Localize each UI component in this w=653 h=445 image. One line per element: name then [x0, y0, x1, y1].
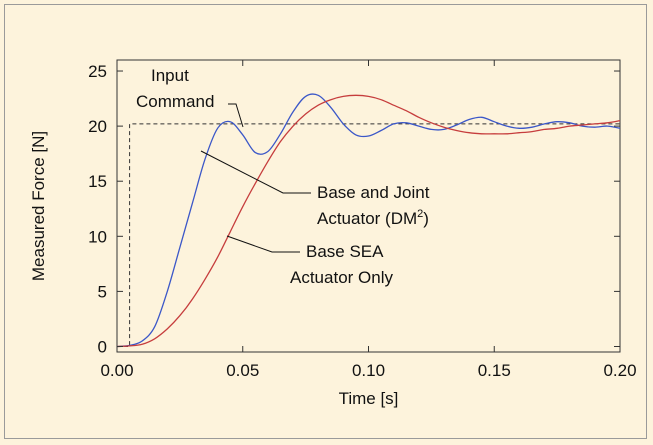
x-tick-label: 0.00	[100, 361, 133, 380]
y-tick-label: 10	[88, 227, 107, 246]
annotation-input-command-line1: Input	[151, 66, 189, 85]
annotation-dm2-line1: Base and Joint	[317, 183, 430, 202]
x-tick-label: 0.15	[478, 361, 511, 380]
annotation-dm2-text: Actuator (DM	[317, 209, 417, 228]
leader-input-command	[228, 103, 244, 128]
x-axis-title: Time [s]	[339, 389, 399, 408]
series-layer	[116, 93, 621, 348]
y-tick-label: 25	[88, 62, 107, 81]
chart-frame	[4, 4, 647, 439]
y-tick-label: 20	[88, 117, 107, 136]
annotation-input-command-line2: Command	[136, 92, 214, 111]
annotation-base-sea-line2: Actuator Only	[290, 268, 393, 287]
leader-base-sea	[226, 235, 300, 253]
y-tick-label: 15	[88, 172, 107, 191]
series-input-command	[117, 123, 620, 347]
tick-layer: 0.00 0.05 0.10 0.15 0.20 0 5 10 15 20 25	[88, 60, 637, 380]
y-axis-title: Measured Force [N]	[29, 131, 48, 281]
annotation-dm2-close: )	[423, 209, 429, 228]
x-tick-label: 0.20	[603, 361, 636, 380]
annotation-dm2-superscript: 2	[417, 208, 423, 220]
annotation-leaders	[200, 103, 311, 253]
leader-dm2	[200, 150, 311, 194]
y-tick-label: 0	[98, 337, 107, 356]
series-base-and-joint-actuator	[116, 93, 621, 348]
annotation-base-sea-line1: Base SEA	[306, 242, 384, 261]
series-base-sea-actuator	[116, 94, 621, 348]
y-tick-label: 5	[98, 282, 107, 301]
x-tick-label: 0.05	[226, 361, 259, 380]
annotation-dm2-line2: Actuator (DM2)	[317, 208, 429, 228]
x-tick-label: 0.10	[352, 361, 385, 380]
